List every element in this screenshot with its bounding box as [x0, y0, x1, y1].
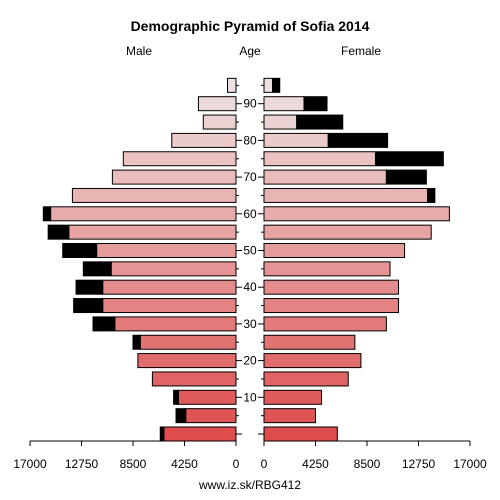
chart-title: Demographic Pyramid of Sofia 2014: [131, 18, 370, 34]
x-axis-ticks: 17000 12750 8500 4250 0 0 4250 8500 12750 17000: [13, 441, 487, 471]
male-excess-bar: [132, 334, 141, 350]
source-footer: www.iz.sk/RBG412: [198, 478, 301, 492]
male-bar: [110, 261, 237, 277]
female-excess-bar: [327, 132, 389, 148]
female-bar: [263, 426, 338, 442]
female-bar: [263, 224, 432, 240]
x-tick-label-left: 4250: [171, 457, 198, 471]
male-bar: [102, 298, 237, 314]
x-tick-label-right: 12750: [402, 457, 436, 471]
female-bar: [263, 279, 400, 295]
male-bar: [114, 316, 237, 332]
male-bar: [151, 371, 237, 387]
male-excess-bar: [92, 316, 116, 332]
female-excess-bar: [271, 77, 281, 93]
age-tick-label: 30: [243, 317, 257, 331]
male-bar: [163, 426, 237, 442]
x-tick-label-left: 0: [233, 457, 240, 471]
male-bar: [50, 206, 237, 222]
female-bar: [263, 96, 305, 112]
male-excess-bar: [175, 408, 187, 424]
x-tick-label-right: 8500: [354, 457, 381, 471]
male-bar: [197, 96, 237, 112]
male-excess-bar: [73, 298, 104, 314]
female-bar: [263, 132, 329, 148]
x-tick-label-left: 8500: [120, 457, 147, 471]
male-bar: [177, 389, 237, 405]
female-excess-bar: [427, 187, 436, 203]
female-bar: [263, 334, 356, 350]
female-bar: [263, 151, 376, 167]
male-header: Male: [126, 44, 152, 58]
female-bar: [263, 169, 387, 185]
female-bar: [263, 77, 273, 93]
male-bar: [227, 77, 237, 93]
female-bar: [263, 261, 391, 277]
female-header: Female: [341, 44, 381, 58]
male-excess-bar: [173, 389, 179, 405]
male-excess-bar: [47, 224, 70, 240]
male-bar: [137, 353, 237, 369]
female-excess-bar: [296, 114, 344, 130]
male-excess-bar: [82, 261, 112, 277]
age-axis-ticks: 10 20 30 40 50 60 70 80 90: [236, 84, 264, 435]
male-excess-bar: [159, 426, 165, 442]
x-tick-label-right: 0: [261, 457, 268, 471]
female-bar: [263, 371, 349, 387]
male-bar: [111, 169, 237, 185]
female-bar: [263, 187, 429, 203]
female-bar: [263, 316, 387, 332]
male-bars: [42, 77, 237, 442]
age-tick-label: 10: [243, 390, 257, 404]
age-tick-label: 40: [243, 280, 257, 294]
male-bar: [122, 151, 237, 167]
age-tick-label: 60: [243, 207, 257, 221]
male-bar: [102, 279, 237, 295]
age-tick-label: 70: [243, 170, 257, 184]
age-tick-label: 50: [243, 244, 257, 258]
female-excess-bar: [385, 169, 427, 185]
male-bar: [96, 243, 237, 258]
x-tick-label-left: 17000: [13, 457, 47, 471]
male-bar: [202, 114, 237, 130]
female-excess-bar: [303, 96, 328, 112]
x-tick-label-left: 12750: [65, 457, 99, 471]
male-bar: [185, 408, 237, 424]
female-bar: [263, 243, 406, 258]
male-excess-bar: [42, 206, 52, 222]
age-header: Age: [239, 44, 261, 58]
x-tick-label-right: 17000: [453, 457, 487, 471]
male-bar: [139, 334, 237, 350]
female-bar: [263, 389, 323, 405]
female-bar: [263, 408, 316, 424]
female-bar: [263, 353, 362, 369]
female-bar: [263, 114, 298, 130]
age-tick-label: 90: [243, 97, 257, 111]
female-bar: [263, 298, 400, 314]
age-tick-label: 20: [243, 354, 257, 368]
age-tick-label: 80: [243, 133, 257, 147]
female-excess-bar: [374, 151, 444, 167]
male-bar: [171, 132, 237, 148]
female-bars: [263, 77, 450, 442]
male-excess-bar: [75, 279, 104, 295]
male-bar: [71, 187, 237, 203]
male-excess-bar: [62, 243, 98, 258]
female-bar: [263, 206, 450, 222]
x-tick-label-right: 4250: [302, 457, 329, 471]
male-bar: [68, 224, 237, 240]
